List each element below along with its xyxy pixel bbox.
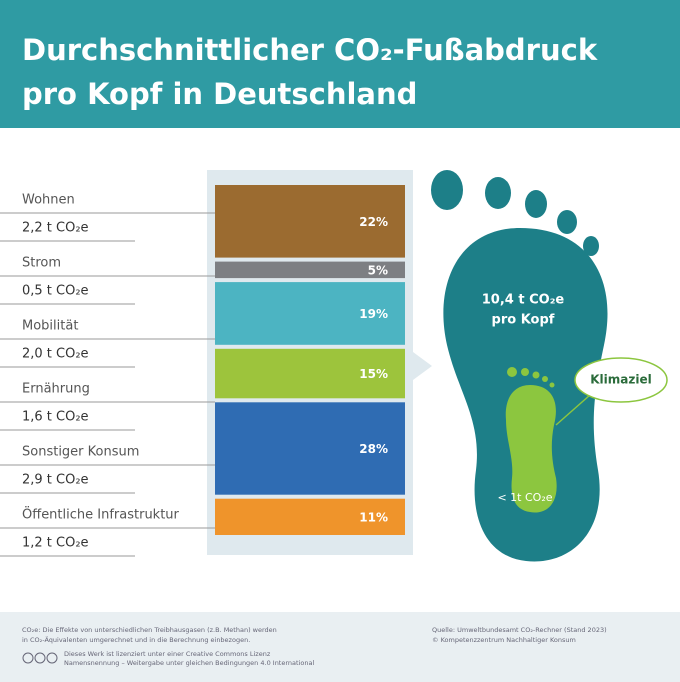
title: pro Kopf in Deutschland: [22, 77, 417, 111]
license: Dieses Werk ist lizenziert unter einer C…: [64, 650, 271, 658]
category-label: Strom: [22, 256, 61, 271]
value-label: 5%: [368, 263, 388, 277]
value-label: 11%: [359, 510, 388, 524]
toe: [431, 170, 463, 210]
toe: [533, 372, 540, 379]
toe: [507, 367, 517, 377]
amount-label: 1,2 t CO₂e: [22, 536, 89, 551]
amount-label: 1,6 t CO₂e: [22, 410, 89, 425]
license: Namensnennung – Weitergabe unter gleiche…: [64, 659, 314, 667]
toe: [521, 368, 529, 376]
source: Quelle: Umweltbundesamt CO₂-Rechner (Sta…: [432, 626, 607, 634]
category-label: Öffentliche Infrastruktur: [22, 506, 180, 523]
toe: [557, 210, 577, 234]
footer-note: CO₂e: Die Effekte von unterschiedlichen …: [22, 626, 277, 634]
toe: [542, 376, 548, 382]
value-label: 19%: [359, 307, 388, 321]
toe: [525, 190, 547, 218]
total-sub: pro Kopf: [492, 313, 555, 328]
amount-label: 0,5 t CO₂e: [22, 284, 89, 299]
amount-label: 2,9 t CO₂e: [22, 473, 89, 488]
source: © Kompetenzzentrum Nachhaltiger Konsum: [432, 636, 576, 644]
footer: [0, 612, 680, 682]
amount-label: 2,0 t CO₂e: [22, 347, 89, 362]
value-label: 28%: [359, 442, 388, 456]
callout-label: Klimaziel: [590, 373, 651, 387]
category-label: Wohnen: [22, 193, 75, 208]
category-label: Mobilität: [22, 319, 78, 334]
infographic: Durchschnittlicher CO₂-Fußabdruck pro Ko…: [0, 0, 680, 682]
title: Durchschnittlicher CO₂-Fußabdruck: [22, 33, 598, 67]
footprint: 10,4 t CO₂e pro Kopf < 1t CO₂e Klimaziel: [431, 170, 667, 561]
footer-note: in CO₂-Äquivalenten umgerechnet und in d…: [22, 635, 250, 644]
total-label: 10,4 t CO₂e: [482, 293, 565, 308]
value-label: 22%: [359, 215, 388, 229]
target-label: < 1t CO₂e: [497, 491, 552, 504]
toe: [550, 383, 555, 388]
amount-label: 2,2 t CO₂e: [22, 221, 89, 236]
toe: [485, 177, 511, 209]
value-label: 15%: [359, 367, 388, 381]
category-label: Sonstiger Konsum: [22, 445, 139, 460]
category-label: Ernährung: [22, 382, 90, 397]
